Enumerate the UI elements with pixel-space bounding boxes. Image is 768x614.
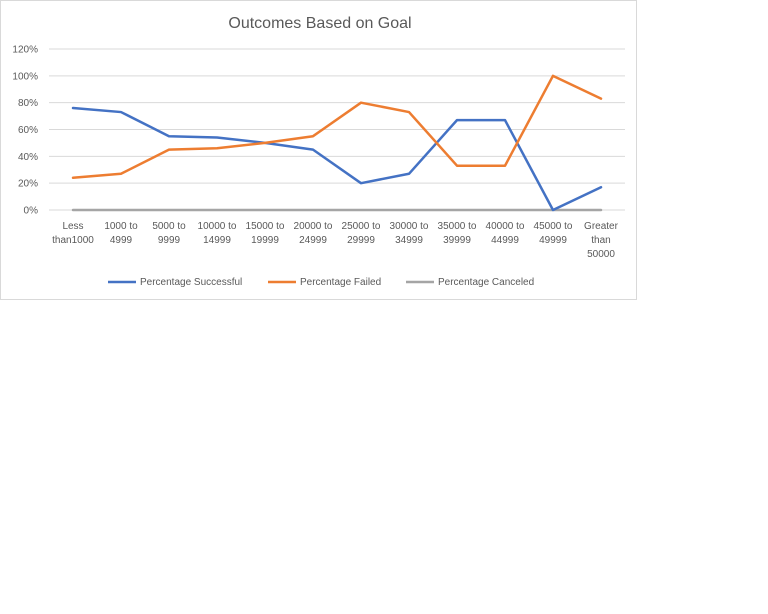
x-tick-label-line: 1000 to: [104, 221, 138, 232]
x-tick-label: 40000 to 44999: [486, 221, 525, 246]
x-tick-label-line: 34999: [395, 235, 423, 246]
y-tick-label: 0%: [24, 206, 39, 217]
x-tick-label-line: 35000 to: [438, 221, 477, 232]
x-tick-label-line: 15000 to: [246, 221, 285, 232]
legend-label: Percentage Successful: [140, 277, 242, 288]
x-tick-label-line: 29999: [347, 235, 375, 246]
x-tick-label: 30000 to 34999: [390, 221, 429, 246]
x-tick-label: 15000 to 19999: [246, 221, 285, 246]
x-tick-label-line: 10000 to: [198, 221, 237, 232]
x-tick-label-line: 5000 to: [152, 221, 186, 232]
x-tick-label: 10000 to 14999: [198, 221, 237, 246]
y-tick-label: 100%: [12, 71, 38, 82]
x-tick-label: 25000 to 29999: [342, 221, 381, 246]
y-tick-label: 80%: [18, 98, 38, 109]
legend-label: Percentage Canceled: [438, 277, 534, 288]
x-tick-label-line: 20000 to: [294, 221, 333, 232]
y-tick-label: 20%: [18, 179, 38, 190]
x-tick-label: Less than1000: [52, 221, 94, 246]
y-tick-label: 120%: [12, 45, 38, 56]
x-tick-label-line: than1000: [52, 235, 94, 246]
x-tick-label-line: than: [591, 235, 610, 246]
x-tick-label-line: 4999: [110, 235, 133, 246]
y-tick-label: 60%: [18, 125, 38, 136]
x-tick-label-line: 24999: [299, 235, 327, 246]
legend: Percentage Successful Percentage Failed Pe…: [108, 277, 534, 288]
legend-label: Percentage Failed: [300, 277, 381, 288]
x-tick-label-line: 45000 to: [534, 221, 573, 232]
series-line-1: [71, 74, 603, 180]
x-tick-label: 45000 to 49999: [534, 221, 573, 246]
series-line-0: [71, 106, 603, 212]
x-tick-label-line: 49999: [539, 235, 567, 246]
x-axis-ticks: Less than1000 1000 to 4999 5000 to 9999 10000 …: [52, 221, 618, 260]
x-tick-label: Greater than 50000: [584, 221, 619, 260]
x-tick-label-line: 14999: [203, 235, 231, 246]
x-tick-label-line: Less: [62, 221, 83, 232]
line-chart: Outcomes Based on Goal 0% 20% 40% 60% 80% 100…: [12, 15, 625, 288]
series-lines: [71, 74, 603, 212]
x-tick-label: 1000 to 4999: [104, 221, 138, 246]
x-tick-label-line: 30000 to: [390, 221, 429, 232]
x-tick-label: 20000 to 24999: [294, 221, 333, 246]
x-tick-label-line: 19999: [251, 235, 279, 246]
gridlines: [49, 48, 625, 211]
x-tick-label: 35000 to 39999: [438, 221, 477, 246]
x-tick-label-line: 39999: [443, 235, 471, 246]
chart-title: Outcomes Based on Goal: [228, 15, 411, 32]
y-tick-label: 40%: [18, 152, 38, 163]
y-axis-ticks: 0% 20% 40% 60% 80% 100% 120%: [12, 45, 38, 217]
chart-container: Outcomes Based on Goal 0% 20% 40% 60% 80% 100…: [0, 0, 637, 300]
x-tick-label-line: 44999: [491, 235, 519, 246]
x-tick-label-line: 25000 to: [342, 221, 381, 232]
x-tick-label-line: 50000: [587, 249, 615, 260]
x-tick-label: 5000 to 9999: [152, 221, 186, 246]
x-tick-label-line: 40000 to: [486, 221, 525, 232]
x-tick-label-line: Greater: [584, 221, 619, 232]
x-tick-label-line: 9999: [158, 235, 181, 246]
